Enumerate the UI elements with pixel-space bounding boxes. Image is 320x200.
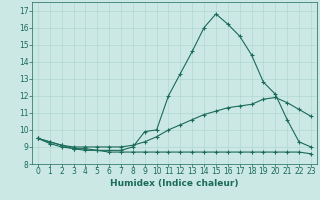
X-axis label: Humidex (Indice chaleur): Humidex (Indice chaleur)	[110, 179, 239, 188]
